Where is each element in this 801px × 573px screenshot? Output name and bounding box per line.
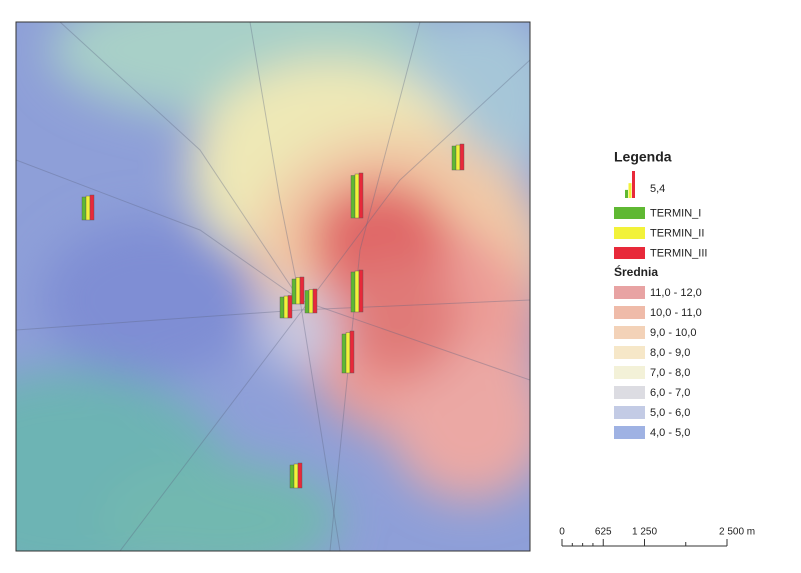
station-bar [297,462,303,489]
scale-label: 625 [595,527,612,538]
scale-label: 2 500 m [719,527,755,538]
class-label: 9,0 - 10,0 [650,327,696,339]
streets [16,22,530,551]
surface [16,22,530,551]
station-bar [350,175,356,219]
station-bar [358,269,364,313]
legend-swatch [614,247,645,259]
station-bar [341,333,347,374]
station-bar [89,194,95,221]
class-label: 4,0 - 5,0 [650,427,690,439]
stations [81,143,465,489]
station-bar [283,295,289,319]
legend-symbol-label: 5,4 [650,183,665,195]
station-bar [455,144,461,171]
station-bar [350,271,356,313]
station-bar [349,330,355,374]
station-bar [287,295,293,319]
legend-label: TERMIN_III [650,247,707,259]
station-bar [312,288,318,314]
legend-symbol-bar [625,189,628,198]
scale-bar: 0 625 1 250 2 500 m [559,527,755,547]
class-swatch [614,366,645,379]
scale-label: 0 [559,527,565,538]
class-label: 7,0 - 8,0 [650,367,690,379]
station-bar [85,195,91,221]
legend-swatch [614,227,645,239]
legend-label: TERMIN_I [650,207,701,219]
station-bar [358,172,364,219]
station-bar [345,332,351,374]
station-bar [299,276,305,305]
class-swatch [614,346,645,359]
legend-series: TERMIN_I TERMIN_II TERMIN_III [614,207,707,259]
legend-symbol-bar [632,171,635,198]
class-swatch [614,326,645,339]
class-label: 11,0 - 12,0 [650,287,702,299]
class-label: 8,0 - 9,0 [650,347,690,359]
class-swatch [614,306,645,319]
legend-symbol [625,171,635,198]
class-label: 5,0 - 6,0 [650,407,690,419]
station-bar [81,196,87,221]
station-bar [293,463,299,489]
station-bar [295,277,301,305]
classes-title: Średnia [614,264,658,279]
station-bar [459,143,465,171]
legend-title: Legenda [614,149,672,165]
class-swatch [614,386,645,399]
legend-label: TERMIN_II [650,227,704,239]
map-frame [15,21,531,552]
station-bar [289,464,295,489]
class-swatch [614,426,645,439]
class-label: 10,0 - 11,0 [650,307,702,319]
map [16,22,530,551]
station-bar [304,290,310,314]
class-swatch [614,286,645,299]
class-label: 6,0 - 7,0 [650,387,690,399]
class-swatch [614,406,645,419]
station-bar [291,278,297,305]
station-bar [279,296,285,319]
station-bar [354,270,360,313]
station-bar [354,173,360,219]
station-bar [451,145,457,171]
legend-symbol-bar [628,183,632,198]
station-bar [308,289,314,314]
scale-label: 1 250 [632,527,657,538]
legend-swatch [614,207,645,219]
legend-classes: 11,0 - 12,0 10,0 - 11,0 9,0 - 10,0 8,0 - 9,… [614,286,702,439]
